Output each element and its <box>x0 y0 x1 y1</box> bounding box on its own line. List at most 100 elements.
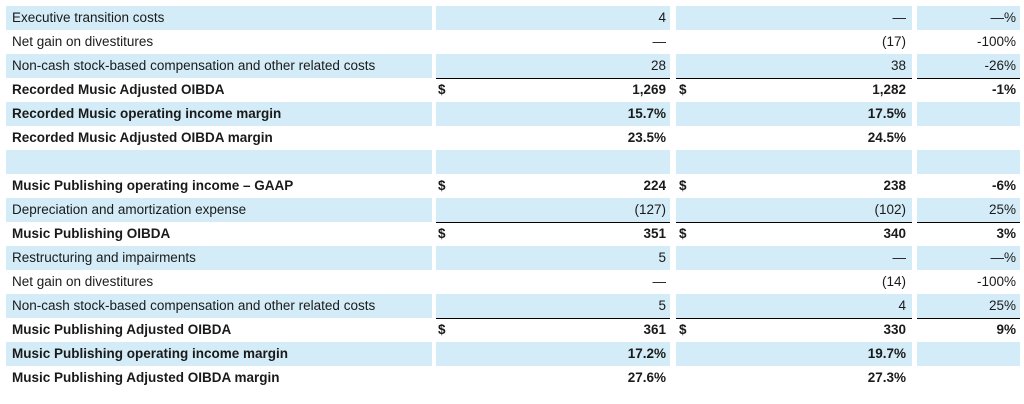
cell-background <box>917 294 1020 318</box>
table-cell: 4 <box>658 10 666 25</box>
table-row: Non-cash stock-based compensation and ot… <box>6 294 1020 318</box>
table-cell: Executive transition costs <box>12 10 165 25</box>
cell-background <box>436 222 670 247</box>
table-cell: Music Publishing OIBDA <box>12 226 171 241</box>
table-row: Recorded Music operating income margin 15… <box>6 102 1020 126</box>
table-cell: -6% <box>991 178 1016 193</box>
table-cell: Music Publishing operating income margin <box>12 346 289 361</box>
table-cell: — <box>652 274 667 289</box>
cell-background <box>676 150 912 174</box>
table-cell: 330 <box>883 322 906 337</box>
table-cell: $ <box>679 322 687 337</box>
cell-background <box>676 198 912 222</box>
table-row: Net gain on divestitures — (17) -100% <box>6 30 1020 54</box>
table-cell: 27.3% <box>867 370 906 385</box>
table-cell: (14) <box>881 274 906 289</box>
table-cell: 238 <box>883 178 906 193</box>
cell-background <box>917 54 1020 78</box>
table-cell: —% <box>990 10 1016 25</box>
cell-background <box>917 6 1020 30</box>
cell-background <box>6 150 432 174</box>
table-cell: $ <box>438 82 446 97</box>
cell-background <box>676 174 912 198</box>
table-cell: 351 <box>643 226 666 241</box>
table-cell: 361 <box>643 322 666 337</box>
table-row: Executive transition costs 4 — —% <box>6 6 1020 30</box>
table-cell: Recorded Music Adjusted OIBDA margin <box>12 130 273 145</box>
table-row: Music Publishing Adjusted OIBDA $361 $330 9… <box>6 318 1020 347</box>
cell-background <box>6 294 432 318</box>
table-cell: $ <box>679 82 687 97</box>
table-cell: 24.5% <box>867 130 906 145</box>
table-cell: Music Publishing Adjusted OIBDA margin <box>12 370 280 385</box>
table-cell: 4 <box>898 298 906 313</box>
table-cell: $ <box>438 322 446 337</box>
table-cell: (127) <box>634 202 666 217</box>
cell-background <box>676 294 912 318</box>
table-cell: 340 <box>883 226 906 241</box>
table-cell: 15.7% <box>627 106 666 121</box>
cell-background <box>436 294 670 318</box>
cell-background <box>6 54 432 78</box>
cell-background <box>917 342 1020 366</box>
cell-background <box>676 30 912 54</box>
cell-background <box>436 150 670 174</box>
cell-background <box>917 102 1020 126</box>
table-cell: $ <box>679 226 687 241</box>
table-cell: Non-cash stock-based compensation and ot… <box>12 298 376 313</box>
cell-background <box>436 30 670 54</box>
cell-background <box>917 366 1020 390</box>
cell-background <box>917 126 1020 150</box>
table-row: Net gain on divestitures — (14) -100% <box>6 270 1020 294</box>
cell-background <box>676 270 912 294</box>
table-cell: 25% <box>988 298 1016 313</box>
table-cell: Depreciation and amortization expense <box>12 202 247 217</box>
table-cell: $ <box>438 178 446 193</box>
table-row: Recorded Music Adjusted OIBDA margin 23.5… <box>6 126 1020 150</box>
cell-background <box>917 150 1020 174</box>
table-row: Depreciation and amortization expense (12… <box>6 198 1020 222</box>
table-cell: 17.2% <box>627 346 666 361</box>
table-cell: Music Publishing Adjusted OIBDA <box>12 322 232 337</box>
cell-background <box>6 102 432 126</box>
table-cell: $ <box>438 226 446 241</box>
table-row: Recorded Music Adjusted OIBDA $1,269 $1,28… <box>6 78 1020 107</box>
table-cell: — <box>652 34 667 49</box>
table-row <box>6 150 1020 174</box>
table-cell: -26% <box>984 58 1016 73</box>
table-cell: Restructuring and impairments <box>12 250 196 265</box>
cell-background <box>676 54 912 78</box>
cell-background <box>6 246 432 270</box>
cell-background <box>436 198 670 222</box>
cell-background <box>436 246 670 270</box>
table-row: Music Publishing operating income margin… <box>6 342 1020 366</box>
table-cell: 27.6% <box>627 370 666 385</box>
cell-background <box>676 246 912 270</box>
table-cell: (102) <box>874 202 906 217</box>
cell-background <box>917 198 1020 222</box>
table-row: Music Publishing OIBDA $351 $340 3% <box>6 222 1020 246</box>
table-cell: Recorded Music Adjusted OIBDA <box>12 82 225 97</box>
table-cell: 3% <box>996 226 1016 241</box>
table-cell: —% <box>990 250 1016 265</box>
table-row: Music Publishing Adjusted OIBDA margin 27… <box>6 366 1020 390</box>
table-cell: 5 <box>658 250 666 265</box>
table-cell: (17) <box>881 34 906 49</box>
cell-background <box>436 6 670 30</box>
table-cell: 1,269 <box>632 82 666 97</box>
table-cell: 9% <box>996 322 1016 337</box>
cell-background <box>436 342 670 366</box>
cell-background <box>436 54 670 78</box>
table-cell: Music Publishing operating income – GAAP <box>12 178 294 193</box>
table-row: Music Publishing operating income – GAAP… <box>6 174 1020 198</box>
cell-background <box>676 6 912 30</box>
cell-background <box>6 342 432 366</box>
table-cell: 19.7% <box>867 346 906 361</box>
table-cell: 38 <box>890 58 906 73</box>
cell-background <box>436 174 670 198</box>
table-cell: 5 <box>658 298 666 313</box>
table-cell: Recorded Music operating income margin <box>12 106 282 121</box>
cell-background <box>917 222 1020 247</box>
table-cell: 25% <box>988 202 1016 217</box>
